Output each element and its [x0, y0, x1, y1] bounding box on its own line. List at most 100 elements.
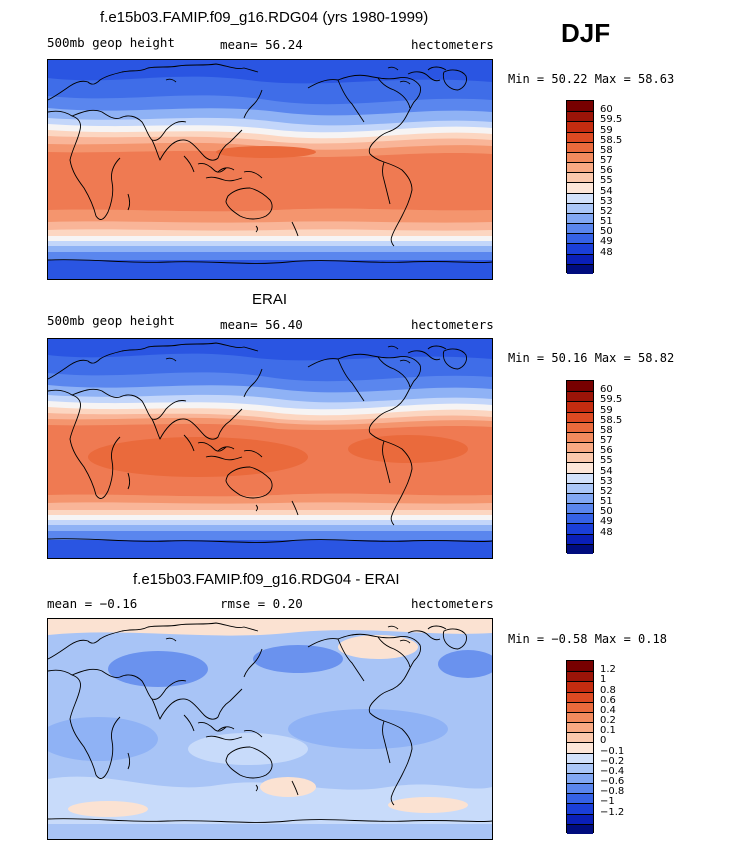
- colorbar-swatch: [567, 732, 593, 743]
- colorbar-swatch: [567, 803, 593, 815]
- colorbar-swatch: [567, 263, 593, 275]
- diff-pos-4: [388, 797, 468, 813]
- colorbar-swatch: [567, 691, 593, 703]
- colorbar-swatch: [567, 381, 593, 392]
- colorbar-tick-label: −0.4: [600, 765, 625, 777]
- colorbar-swatch: [567, 823, 593, 835]
- colorbar-tick-label: 55: [600, 455, 613, 467]
- diff-pos-1: [338, 635, 418, 659]
- panel-2-map-svg: [48, 339, 492, 558]
- colorbar-tick-label: 51: [600, 496, 613, 508]
- colorbar-swatch: [567, 543, 593, 555]
- colorbar-swatch: [567, 401, 593, 413]
- diff-pos-2: [260, 777, 316, 797]
- colorbar-swatch: [567, 411, 593, 423]
- colorbar-swatch: [567, 233, 593, 244]
- colorbar-tick-label: 50: [600, 506, 613, 518]
- colorbar-tick-label: −0.1: [600, 745, 625, 757]
- panel-1-map-svg: [48, 60, 492, 279]
- band-s8: [48, 540, 492, 558]
- colorbar-swatch: [567, 202, 593, 214]
- colorbar-tick-label: 0.4: [600, 704, 616, 716]
- colorbar-swatch: [567, 253, 593, 265]
- panel-2-colorbar: 60 59.5 59 58.5 58 57 56 55 54 53 52 51 50 49 48: [566, 380, 646, 555]
- colorbar-tick-label: 58.5: [600, 414, 623, 426]
- colorbar-tick-label: 60: [600, 384, 613, 396]
- colorbar-swatch: [567, 101, 593, 112]
- panel-3-title: f.e15b03.FAMIP.f09_g16.RDG04 - ERAI: [133, 571, 400, 588]
- colorbar-swatch: [567, 452, 593, 463]
- colorbar-tick-label: 0.2: [600, 715, 616, 727]
- colorbar-tick-label: 49: [600, 236, 613, 248]
- colorbar-swatch: [567, 671, 593, 682]
- colorbar-swatch: [567, 391, 593, 402]
- panel-1-title: f.e15b03.FAMIP.f09_g16.RDG04 (yrs 1980-1…: [100, 9, 429, 26]
- panel-2-min-max: Min = 50.16 Max = 58.82: [508, 351, 675, 365]
- diff-antarctic: [48, 824, 492, 839]
- colorbar-swatch: [567, 661, 593, 672]
- colorbar-tick-label: 1.2: [600, 664, 616, 676]
- panel-1-min-max: Min = 50.22 Max = 58.63: [508, 72, 675, 86]
- panel-2-units-label: hectometers: [411, 317, 494, 332]
- colorbar-tick-label: 0.6: [600, 694, 616, 706]
- colorbar-swatch: [567, 472, 593, 484]
- colorbar-tick-label: 60: [600, 104, 613, 116]
- colorbar-tick-label: 58: [600, 424, 613, 436]
- panel-2-variable-label: 500mb geop height: [47, 313, 175, 328]
- diff-light-1: [188, 733, 308, 765]
- diff-pos-3: [68, 801, 148, 817]
- panel-2-mean-label: mean= 56.40: [220, 317, 303, 332]
- colorbar-swatches: [566, 380, 594, 555]
- colorbar-swatches: [566, 660, 594, 835]
- colorbar-swatch: [567, 482, 593, 494]
- diff-south-light: [48, 776, 492, 839]
- colorbar-tick-label: 59: [600, 124, 613, 136]
- colorbar-tick-label: 1: [600, 674, 607, 686]
- colorbar-swatch: [567, 111, 593, 122]
- band-max: [216, 146, 316, 158]
- colorbar-tick-label: 53: [600, 195, 613, 207]
- colorbar-swatch: [567, 223, 593, 234]
- colorbar-tick-label: 48: [600, 526, 613, 538]
- diff-mid-1: [48, 717, 158, 761]
- panel-2-map: [47, 338, 493, 559]
- diff-neg-1: [108, 651, 208, 687]
- diff-mid-2: [288, 709, 448, 749]
- panel-1-units-label: hectometers: [411, 37, 494, 52]
- colorbar-swatch: [567, 192, 593, 204]
- panel-3-rmse-label: rmse = 0.20: [220, 596, 303, 611]
- colorbar-swatch: [567, 711, 593, 723]
- colorbar-swatch: [567, 513, 593, 524]
- colorbar-swatch: [567, 742, 593, 754]
- colorbar-tick-label: −1: [600, 796, 615, 808]
- panel-3-mean-label: mean = −0.16: [47, 596, 138, 611]
- colorbar-swatch: [567, 212, 593, 224]
- colorbar-tick-label: 50: [600, 226, 613, 238]
- colorbar-tick-label: 0.1: [600, 725, 616, 737]
- colorbar-tick-label: 0: [600, 735, 607, 747]
- band-s8: [48, 260, 492, 279]
- colorbar-swatch: [567, 172, 593, 183]
- colorbar-tick-label: 51: [600, 216, 613, 228]
- panel-3-min-max: Min = −0.58 Max = 0.18: [508, 632, 667, 646]
- colorbar-tick-label: 59: [600, 404, 613, 416]
- colorbar-tick-label: −1.2: [600, 806, 625, 818]
- colorbar-swatches: [566, 100, 594, 275]
- colorbar-swatch: [567, 533, 593, 545]
- colorbar-swatch: [567, 523, 593, 535]
- colorbar-swatch: [567, 121, 593, 133]
- colorbar-swatch: [567, 182, 593, 194]
- colorbar-tick-label: 59.5: [600, 114, 623, 126]
- colorbar-swatch: [567, 243, 593, 255]
- colorbar-swatch: [567, 722, 593, 733]
- colorbar-swatch: [567, 462, 593, 474]
- colorbar-tick-label: 53: [600, 475, 613, 487]
- season-label: DJF: [561, 18, 611, 48]
- panel-2-title: ERAI: [252, 291, 288, 308]
- panel-3-map: [47, 618, 493, 840]
- colorbar-swatch: [567, 442, 593, 453]
- colorbar-swatch: [567, 813, 593, 825]
- band-max-1: [88, 437, 308, 477]
- colorbar-tick-label: 52: [600, 205, 613, 217]
- colorbar-swatch: [567, 681, 593, 693]
